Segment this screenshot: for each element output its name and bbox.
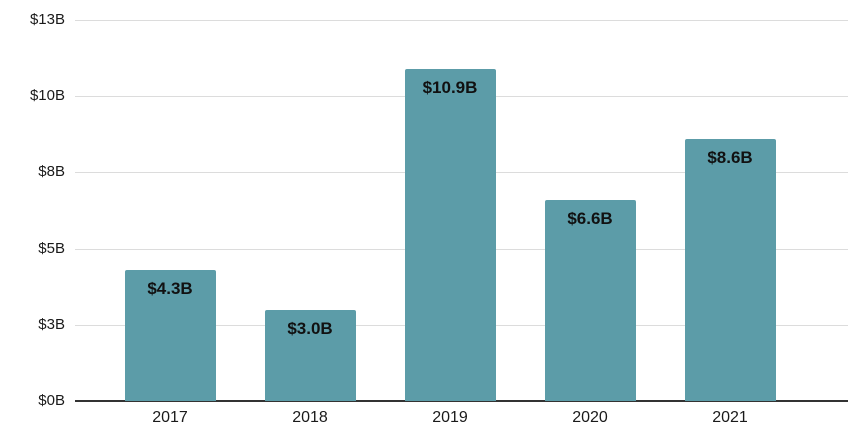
y-tick-label: $13B — [29, 11, 65, 28]
bar-2021 — [684, 138, 776, 401]
y-tick-label: $0B — [38, 392, 65, 409]
y-tick-label: $3B — [38, 315, 65, 333]
bar-2017 — [124, 269, 216, 401]
bar-value-label: $6.6B — [567, 208, 613, 228]
y-tick-label: $5B — [38, 239, 65, 257]
bar-2019 — [404, 68, 496, 401]
gridline — [75, 20, 848, 21]
x-tick-label: 2020 — [572, 409, 608, 426]
bar-value-label: $4.3B — [147, 278, 193, 298]
bar-value-label: $3.0B — [287, 318, 333, 338]
x-tick-label: 2017 — [152, 409, 188, 426]
x-axis-baseline — [75, 400, 848, 402]
bar-2020 — [544, 199, 636, 401]
x-tick-label: 2018 — [292, 409, 328, 426]
x-tick-label: 2019 — [432, 409, 468, 426]
x-tick-label: 2021 — [712, 409, 748, 426]
y-tick-label: $8B — [38, 163, 65, 181]
bar-value-label: $10.9B — [422, 77, 478, 97]
y-tick-label: $10B — [29, 87, 65, 105]
bar-2018 — [264, 309, 356, 401]
bar-value-label: $8.6B — [707, 147, 753, 167]
